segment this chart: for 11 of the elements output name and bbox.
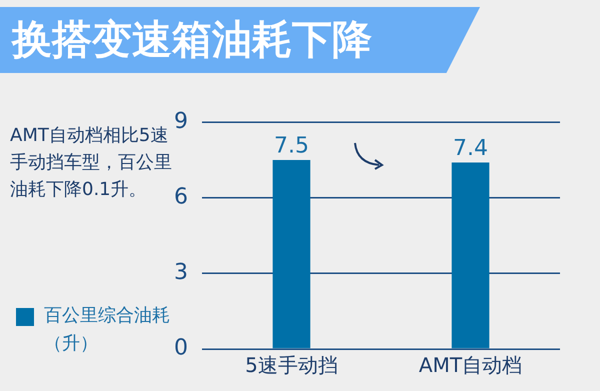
data-label: 7.5	[274, 134, 309, 159]
data-label: 7.4	[453, 136, 488, 162]
x-tick-label: AMT自动档	[418, 353, 522, 378]
y-tick-label: 3	[174, 260, 188, 286]
y-tick-label: 6	[174, 184, 188, 210]
chart-title: 换搭变速箱油耗下降	[0, 7, 480, 73]
x-tick-label: 5速手动挡	[245, 353, 338, 378]
y-tick-label: 0	[174, 336, 188, 361]
y-tick-label: 9	[174, 108, 188, 134]
legend-label: 百公里综合油耗（升）	[44, 305, 170, 354]
text: AMT自动档相比5速手动挡车型，百公里油耗下降0.1升。	[10, 124, 173, 202]
